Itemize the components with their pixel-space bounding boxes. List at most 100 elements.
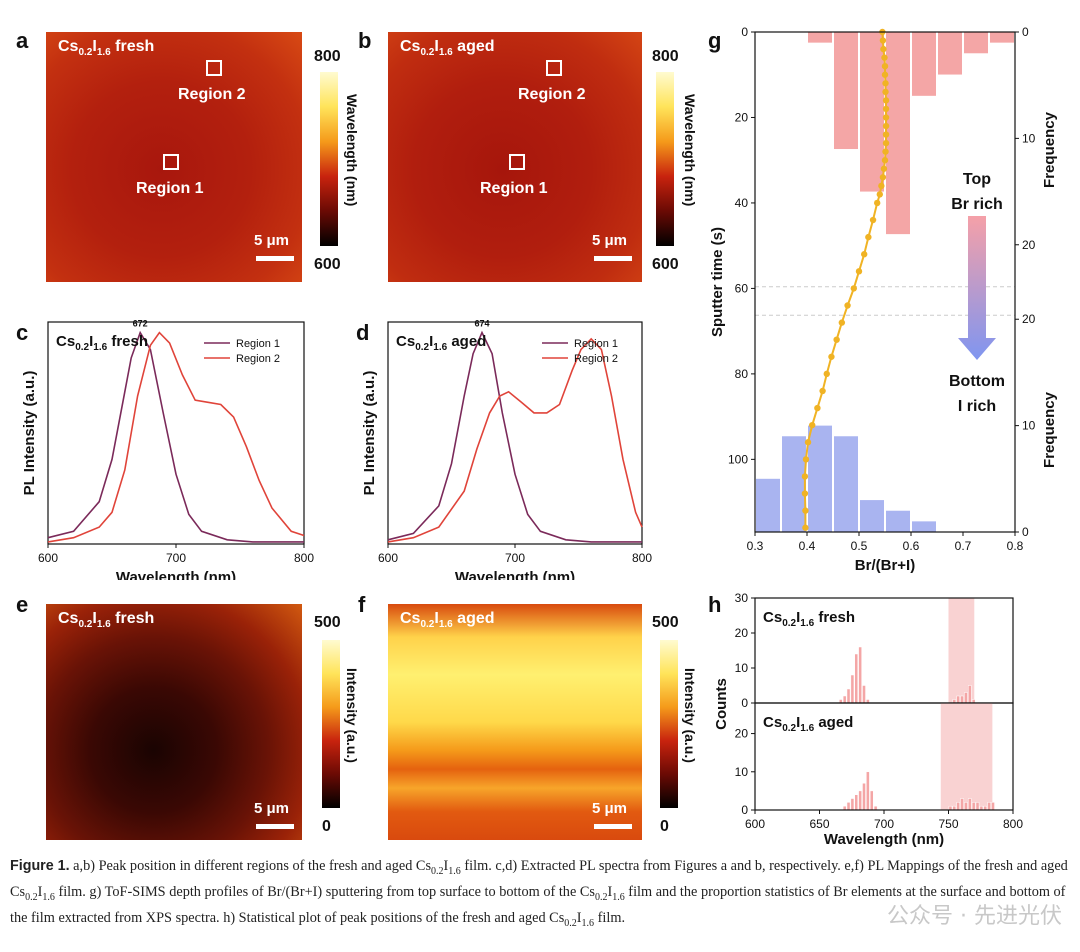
- region-1-label: Region 1: [480, 180, 548, 197]
- bottom-hist-bar: [860, 500, 884, 532]
- region-2-label: Region 2: [178, 86, 246, 103]
- profile-point: [801, 490, 809, 497]
- scale-bar-label: 5 μm: [592, 232, 628, 249]
- legend-label-1: Region 1: [236, 338, 280, 350]
- profile-point: [879, 174, 887, 181]
- panel-letter-c: c: [16, 320, 29, 345]
- annotation-br-rich: Br rich: [951, 196, 1003, 213]
- panel-letter-d: d: [356, 320, 370, 345]
- series-line-2: [47, 331, 305, 543]
- bottom-hist-bar: [808, 425, 832, 532]
- hist-bar-fresh: [956, 695, 960, 704]
- region-1-label: Region 1: [136, 180, 204, 197]
- region-2-box: [206, 60, 222, 76]
- freq-tick-label: 10: [1022, 131, 1036, 145]
- annotation-top: Top: [963, 171, 991, 188]
- x-tick-label: 0.8: [1007, 539, 1024, 553]
- region-1-box: [163, 154, 179, 170]
- profile-point: [879, 37, 887, 44]
- hist-bar-aged: [869, 790, 874, 811]
- panel-letter-h: h: [708, 592, 722, 617]
- x-tick-label: 0.7: [955, 539, 972, 553]
- colorbar-min-e: 0: [322, 818, 331, 835]
- freq-tick-label: 0: [1022, 25, 1029, 39]
- x-tick-label: 600: [378, 551, 398, 565]
- legend-label-2: Region 2: [236, 353, 280, 365]
- scale-bar: [594, 824, 632, 829]
- profile-point: [861, 251, 868, 258]
- scale-bar-label: 5 μm: [254, 232, 290, 249]
- hist-bar-fresh: [842, 695, 847, 704]
- annotation-bottom: Bottom: [949, 373, 1005, 390]
- panel-letter-f: f: [358, 592, 366, 617]
- colorbar-max-f: 500: [652, 614, 679, 631]
- profile-point: [855, 268, 863, 275]
- freq-axis-label-top: Frequency: [1041, 111, 1058, 188]
- series-line-1: [47, 330, 304, 543]
- x-tick-label: 0.6: [903, 539, 920, 553]
- profile-point: [850, 285, 857, 292]
- y-tick-label: 30: [735, 591, 749, 605]
- pl-peak-map-aged: Cs0.2I1.6 aged Region 2 Region 1 5 μm: [388, 32, 642, 282]
- y-tick-label: 60: [735, 281, 749, 295]
- x-tick-label: 0.5: [851, 539, 868, 553]
- colorbar-max-a: 800: [314, 48, 341, 65]
- profile-point: [802, 507, 809, 514]
- top-to-bottom-arrow: [958, 216, 996, 360]
- map-title-fresh: Cs0.2I1.6 fresh: [58, 610, 155, 631]
- colorbar-min-b: 600: [652, 256, 679, 273]
- hist-bar-aged: [862, 783, 866, 811]
- panel-letter-g: g: [708, 28, 722, 53]
- profile-point: [882, 122, 890, 130]
- y-tick-label: 0: [741, 803, 748, 817]
- intensity-colorbar-f: [660, 640, 678, 808]
- peak-position-histogram-chart: 0 10 20 30 Cs0.2I1.6 fresh 0 10 20 Cs0.2I1.6 age…: [713, 591, 1023, 847]
- freq-tick-label: 10: [1022, 419, 1036, 433]
- profile-point: [809, 421, 816, 429]
- hist-bar-aged: [956, 802, 960, 811]
- y-tick-label: 10: [735, 661, 749, 675]
- freq-tick-label: 20: [1022, 238, 1036, 252]
- x-tick-label: 750: [938, 817, 958, 831]
- plot-frame: [754, 31, 1016, 533]
- profile-point: [881, 54, 888, 61]
- region-2-box: [546, 60, 562, 76]
- hist-bar-aged: [858, 790, 862, 811]
- series-line-2: [387, 337, 643, 543]
- profile-point: [802, 456, 810, 463]
- top-hist-bar: [912, 32, 936, 96]
- scale-bar-label: 5 μm: [254, 800, 290, 817]
- hist-bar-aged: [968, 798, 972, 811]
- x-axis-label: Wavelength (nm): [455, 569, 575, 580]
- colorbar-min-f: 0: [660, 818, 669, 835]
- hist-bar-fresh: [850, 674, 855, 704]
- x-tick-label: 0.4: [799, 539, 816, 553]
- hist-bar-aged: [991, 802, 995, 811]
- hist-bar-aged: [971, 802, 976, 811]
- pl-spectra-charts: 600 700 800 Wavelength (nm) PL Intensity (a.…: [21, 319, 652, 580]
- y-tick-label: 20: [735, 626, 749, 640]
- profile-point: [828, 353, 835, 360]
- figure-label: Figure 1.: [10, 858, 70, 874]
- colorbar-min-a: 600: [314, 256, 341, 273]
- hist-bar-fresh: [960, 695, 964, 704]
- watermark: 公众号 · 先进光伏: [887, 904, 1062, 929]
- y-tick-label: 40: [735, 196, 749, 210]
- x-tick-label: 700: [505, 551, 525, 565]
- intensity-colorbar-e: [322, 640, 340, 808]
- top-hist-bar: [964, 32, 988, 54]
- profile-point: [882, 97, 890, 104]
- bottom-hist-bar: [912, 521, 936, 532]
- br-ratio-profile-line: [803, 31, 887, 528]
- x-axis-label: Br/(Br+I): [855, 557, 915, 574]
- hist-bar-aged: [846, 802, 851, 811]
- profile-point: [823, 370, 830, 378]
- x-tick-label: 800: [632, 551, 652, 565]
- x-tick-label: 0.3: [747, 539, 764, 553]
- profile-point: [814, 404, 821, 412]
- profile-point: [881, 62, 889, 70]
- freq-tick-label: 0: [1022, 525, 1029, 539]
- pl-peak-map-fresh: Cs0.2I1.6 fresh Region 2 Region 1 5 μm: [46, 32, 302, 282]
- panel-letter-b: b: [358, 28, 372, 53]
- profile-point: [882, 105, 890, 113]
